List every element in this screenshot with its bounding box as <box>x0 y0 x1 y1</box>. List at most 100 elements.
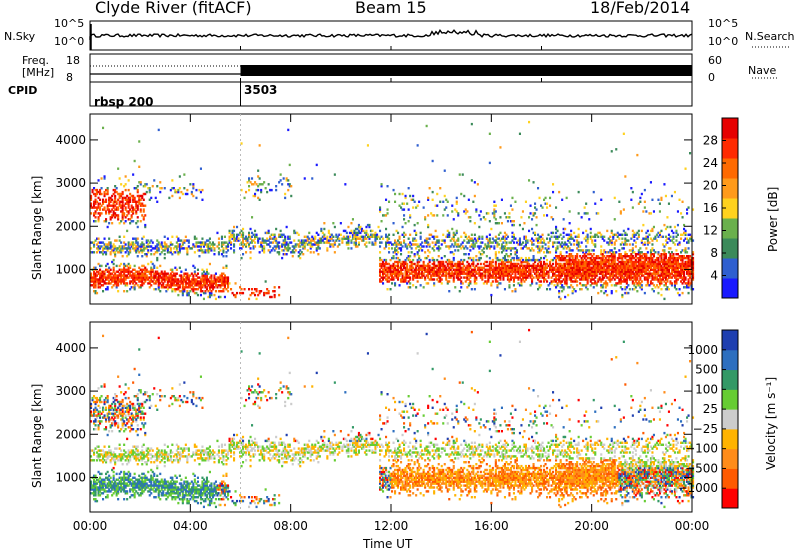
power-cell <box>643 200 646 203</box>
power-cell <box>588 249 591 252</box>
power-cell <box>251 235 254 238</box>
power-cell <box>600 268 603 271</box>
power-cell <box>99 276 102 279</box>
power-cell <box>514 266 517 269</box>
power-cell <box>494 235 497 238</box>
power-cell <box>410 247 413 250</box>
power-cell <box>249 251 252 254</box>
power-cell <box>508 241 511 244</box>
power-cell <box>129 266 132 269</box>
power-cell <box>407 208 410 211</box>
power-cell <box>281 245 284 248</box>
power-cell <box>166 284 169 287</box>
power-cell <box>464 212 467 215</box>
power-cell <box>637 249 640 252</box>
power-cell <box>630 256 633 260</box>
power-cell <box>523 272 526 275</box>
power-cell <box>141 245 144 248</box>
power-cell <box>667 262 670 266</box>
power-cell <box>222 266 225 269</box>
power-cell <box>491 212 494 215</box>
power-cell <box>282 177 285 180</box>
power-cell <box>606 272 609 275</box>
power-cell <box>603 251 606 254</box>
power-cell <box>622 229 625 233</box>
power-cell <box>564 280 567 283</box>
power-cell <box>493 245 496 248</box>
power-cell <box>240 233 243 236</box>
power-cell <box>300 243 303 246</box>
power-cell <box>499 276 502 279</box>
power-cell <box>243 288 246 291</box>
power-cell <box>144 214 147 217</box>
power-cell <box>168 274 171 277</box>
power-cell <box>467 262 470 266</box>
power-cell <box>600 278 603 281</box>
power-cell <box>105 264 108 268</box>
power-cell <box>99 214 102 217</box>
power-cell <box>455 202 458 205</box>
power-cell <box>210 274 213 277</box>
power-cell <box>466 270 469 273</box>
power-cell <box>237 239 240 242</box>
power-cell <box>195 280 198 283</box>
power-cell <box>190 247 193 250</box>
power-cell <box>625 286 628 289</box>
power-cell <box>115 286 118 289</box>
date-title: 18/Feb/2014 <box>590 0 691 17</box>
power-cell <box>395 260 398 264</box>
power-cell <box>449 276 452 279</box>
power-cell <box>612 270 615 273</box>
power-cell <box>645 272 648 275</box>
power-cell <box>538 280 541 283</box>
power-cell <box>446 245 449 248</box>
power-cell <box>636 282 639 285</box>
power-cell <box>610 256 613 260</box>
power-cell <box>568 270 571 273</box>
power-cell <box>398 272 401 275</box>
power-cell <box>174 266 177 269</box>
power-cell <box>115 214 118 217</box>
power-cell <box>222 290 225 293</box>
power-cell <box>172 187 175 190</box>
power-cell <box>409 255 412 258</box>
power-cell <box>514 264 517 268</box>
power-cell <box>642 253 645 256</box>
power-cell <box>613 266 616 269</box>
power-cell <box>138 198 141 201</box>
power-cell <box>175 190 178 194</box>
power-cell <box>275 185 278 188</box>
power-cell <box>651 272 654 275</box>
power-cell <box>165 243 168 246</box>
power-cell <box>288 235 291 238</box>
power-cell <box>630 249 633 252</box>
power-cell <box>664 260 667 264</box>
power-cell <box>287 243 290 246</box>
power-cell <box>118 200 121 203</box>
power-cell <box>108 247 111 250</box>
power-cell <box>529 274 532 277</box>
power-cell <box>103 270 106 273</box>
power-cell <box>660 235 663 238</box>
power-cell <box>126 270 129 273</box>
power-cell <box>132 196 135 200</box>
power-cell <box>473 270 476 273</box>
power-cell <box>648 212 651 215</box>
power-cell <box>637 233 640 236</box>
power-cell <box>430 233 433 236</box>
power-cell <box>651 247 654 250</box>
power-cell <box>586 276 589 279</box>
power-cell <box>288 183 291 186</box>
power-cell <box>145 253 148 256</box>
power-cell <box>481 276 484 279</box>
power-cell <box>94 286 97 289</box>
power-cell <box>586 256 589 260</box>
power-cell <box>562 268 565 271</box>
power-cell <box>524 243 527 246</box>
cpid-strip-frame <box>89 81 693 107</box>
power-cell <box>643 258 646 262</box>
power-cell <box>401 272 404 275</box>
power-cell <box>196 280 199 283</box>
power-cell <box>327 229 330 233</box>
power-cell <box>129 200 132 203</box>
